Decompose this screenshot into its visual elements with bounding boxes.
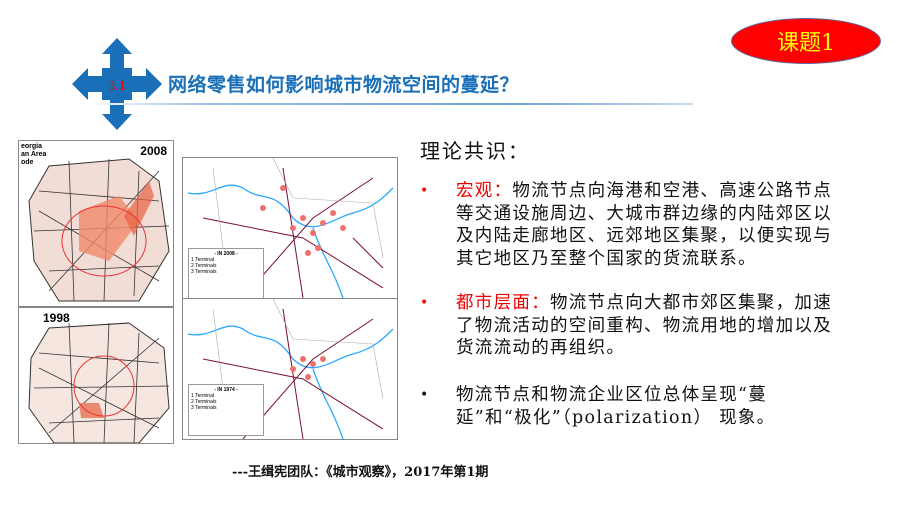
map-legend: - IN 1974 - 1 Terminal 2 Terminals 3 Ter… [188,384,264,436]
map-year: 2008 [140,144,167,158]
bullet-text: 物流节点和物流企业区位总体呈现“蔓延”和“极化”（polarization） 现… [456,385,776,428]
page-title: 网络零售如何影响城市物流空间的蔓延？ [168,74,520,96]
legend-item: 2 Terminals [191,263,217,269]
map-atlanta-1998: 1998 [18,307,174,444]
topic-badge: 课题1 [731,18,881,64]
map-legend: - IN 2008 - 1 Terminal 2 Terminals 3 Ter… [188,248,264,298]
legend-item: 1 Terminal [191,257,214,263]
legend-item: 2 Terminals [191,399,217,405]
bullet-dot: • [420,387,430,403]
map-year: 1998 [43,311,70,325]
citation: ---王缉宪团队：《城市观察》，2017年第1期 [232,465,489,480]
legend-item: 1 Terminal [191,393,214,399]
bullet-label: 都市层面： [456,293,550,313]
map-paris-1974: - IN 1974 - 1 Terminal 2 Terminals 3 Ter… [182,298,398,440]
four-arrow-compass-icon: 3.1 [72,38,162,130]
bullet-dot: • [420,183,430,199]
bullet-metro: • 都市层面：物流节点向大都市郊区集聚，加速了物流活动的空间重构、物流用地的增加… [420,292,840,360]
bullet-macro: • 宏观：物流节点向海港和空港、高速公路节点等交通设施周边、大城市群边缘的内陆郊… [420,180,840,270]
bullet-sprawl: • 物流节点和物流企业区位总体呈现“蔓延”和“极化”（polarization）… [420,384,840,429]
bullet-text: 物流节点向海港和空港、高速公路节点等交通设施周边、大城市群边缘的内陆郊区以及内陆… [456,181,833,269]
map-legend-line: eorgia [21,143,43,150]
section-number: 3.1 [108,79,126,94]
title-divider [85,103,693,105]
legend-title: - IN 1974 - [214,387,238,393]
map-atlanta-2008: eorgia an Area ode 2008 [18,140,174,307]
badge-label: 课题1 [777,31,835,56]
map-paris-2008: - IN 2008 - 1 Terminal 2 Terminals 3 Ter… [182,157,398,299]
bullet-label: 宏观： [456,181,513,201]
legend-item: 3 Terminals [191,269,217,275]
legend-item: 3 Terminals [191,405,217,411]
legend-title: - IN 2008 - [214,251,238,257]
map-legend-line: ode [21,159,34,166]
bullet-dot: • [420,295,430,311]
content-heading: 理论共识： [420,139,530,163]
map-legend-line: an Area [21,151,47,158]
bullet-text: 物流节点向大都市郊区集聚，加速了物流活动的空间重构、物流用地的增加以及货流流动的… [456,293,832,358]
